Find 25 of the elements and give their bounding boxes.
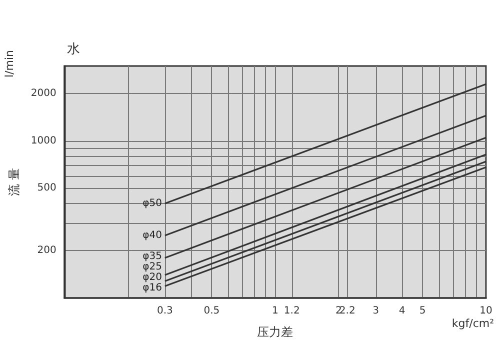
x-axis-title: 压力差 <box>257 325 294 339</box>
x-tick-label: 1 <box>272 306 278 316</box>
x-tick-label: 2 <box>335 306 342 316</box>
x-tick-label: 1.2 <box>284 306 300 316</box>
series-label: φ25 <box>142 261 162 272</box>
series-label: φ50 <box>142 198 162 209</box>
x-tick-label: 0.3 <box>156 306 173 316</box>
x-tick-label: 5 <box>419 306 426 316</box>
y-axis-title: 流 量 <box>7 168 21 196</box>
text: l/min <box>3 50 16 78</box>
x-tick-label: 10 <box>480 306 492 316</box>
y-tick-label: 1000 <box>30 135 56 146</box>
series-label: φ16 <box>142 282 162 294</box>
series-label: φ40 <box>142 230 162 241</box>
x-tick-label: 2.2 <box>339 306 356 316</box>
text: kgf/cm² <box>452 317 494 330</box>
x-tick-label: 3 <box>372 306 379 316</box>
x-tick-label: 0.5 <box>204 306 220 316</box>
y-tick-label: 2000 <box>30 88 56 100</box>
x-tick-label: 4 <box>398 306 406 316</box>
y-tick-label: 200 <box>37 245 56 256</box>
y-tick-label: 500 <box>37 182 56 194</box>
chart-title: 水 <box>67 42 80 57</box>
series-label: φ20 <box>142 272 162 283</box>
series-label: φ35 <box>142 250 162 262</box>
